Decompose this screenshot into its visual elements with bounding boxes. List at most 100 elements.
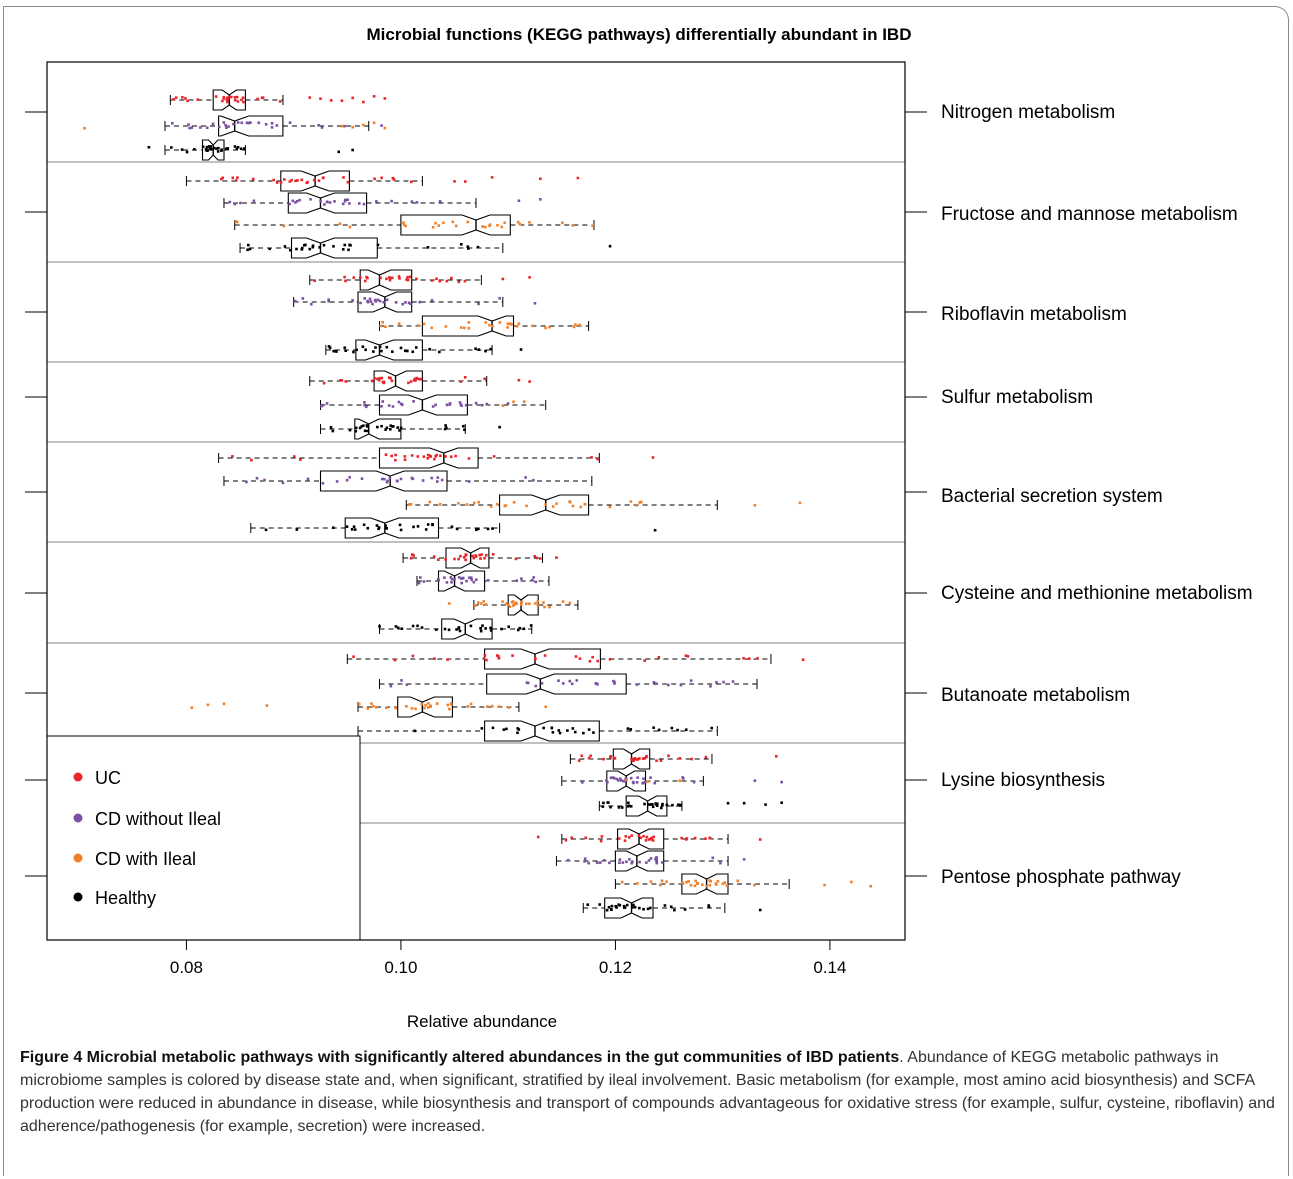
sample-point bbox=[407, 301, 411, 305]
sample-point bbox=[645, 861, 648, 864]
sample-point bbox=[403, 349, 407, 353]
sample-point bbox=[338, 222, 342, 225]
sample-point bbox=[208, 146, 212, 150]
sample-point bbox=[232, 122, 235, 126]
sample-point bbox=[348, 243, 351, 247]
sample-point bbox=[708, 883, 712, 887]
sample-point bbox=[464, 403, 468, 407]
sample-point bbox=[340, 124, 344, 128]
sample-point bbox=[222, 702, 226, 706]
box-cd-with-ileal bbox=[507, 594, 539, 616]
sample-point bbox=[388, 278, 392, 282]
sample-point bbox=[620, 806, 624, 809]
sample-point bbox=[736, 879, 740, 883]
sample-point bbox=[217, 125, 221, 129]
sample-point bbox=[539, 177, 542, 181]
sample-point bbox=[557, 679, 560, 682]
sample-point bbox=[204, 147, 208, 151]
sample-point bbox=[598, 903, 601, 906]
sample-point bbox=[535, 556, 539, 560]
sample-point bbox=[288, 202, 291, 206]
sample-point bbox=[410, 454, 414, 457]
sample-point bbox=[327, 299, 331, 303]
sample-point bbox=[351, 148, 354, 152]
sample-point bbox=[442, 221, 445, 225]
sample-point bbox=[339, 379, 342, 382]
sample-point bbox=[621, 861, 625, 864]
sample-point bbox=[380, 404, 383, 408]
sample-point bbox=[363, 429, 367, 433]
sample-point bbox=[638, 906, 641, 910]
sample-point bbox=[409, 556, 413, 560]
sample-point bbox=[798, 501, 802, 505]
sample-point bbox=[455, 628, 458, 631]
sample-point bbox=[400, 627, 404, 630]
sample-point bbox=[460, 577, 463, 580]
sample-point bbox=[83, 126, 86, 130]
sample-point bbox=[671, 803, 674, 807]
sample-point bbox=[618, 903, 622, 907]
sample-point bbox=[480, 403, 484, 407]
sample-point bbox=[375, 200, 378, 203]
sample-point bbox=[542, 601, 545, 604]
sample-point bbox=[551, 731, 555, 734]
box-cd-without-ileal bbox=[378, 394, 468, 416]
box-cd-with-ileal bbox=[681, 873, 729, 895]
sample-point bbox=[667, 754, 670, 758]
box-cd-with-ileal bbox=[499, 494, 590, 516]
sample-point bbox=[622, 779, 626, 783]
sample-point bbox=[309, 198, 312, 201]
sample-point bbox=[428, 347, 431, 351]
sample-point bbox=[501, 600, 504, 603]
sample-point bbox=[261, 96, 265, 100]
sample-point bbox=[468, 576, 471, 580]
sample-point bbox=[510, 323, 513, 326]
sample-point bbox=[654, 802, 657, 805]
sample-point bbox=[378, 299, 382, 303]
sample-point bbox=[394, 453, 397, 457]
sample-point bbox=[390, 379, 394, 383]
sample-point bbox=[460, 404, 463, 408]
sample-point bbox=[506, 322, 510, 326]
sample-point bbox=[548, 605, 551, 609]
sample-point bbox=[519, 348, 523, 351]
sample-point bbox=[608, 657, 612, 661]
sample-point bbox=[372, 95, 376, 98]
sample-point bbox=[410, 200, 414, 203]
sample-point bbox=[408, 275, 412, 279]
sample-point bbox=[430, 279, 434, 282]
sample-point bbox=[206, 703, 210, 707]
sample-point bbox=[598, 861, 602, 864]
box-layer bbox=[83, 89, 872, 919]
sample-point bbox=[400, 679, 403, 682]
sample-point bbox=[507, 625, 511, 629]
sample-point bbox=[426, 246, 430, 249]
box-cd-without-ileal bbox=[486, 673, 627, 695]
sample-point bbox=[412, 554, 415, 557]
sample-point bbox=[655, 802, 659, 806]
sample-point bbox=[608, 861, 611, 865]
sample-point bbox=[295, 199, 299, 203]
sample-point bbox=[206, 148, 209, 152]
sample-point bbox=[475, 528, 478, 532]
sample-point bbox=[391, 425, 395, 428]
sample-point bbox=[226, 147, 230, 150]
sample-point bbox=[581, 781, 584, 784]
sample-point bbox=[477, 302, 480, 306]
sample-point bbox=[515, 579, 519, 583]
sample-point bbox=[514, 557, 518, 561]
sample-point bbox=[431, 405, 435, 408]
sample-point bbox=[635, 503, 638, 507]
sample-point bbox=[416, 525, 420, 528]
sample-point bbox=[382, 300, 385, 304]
sample-point bbox=[418, 377, 422, 381]
sample-point bbox=[501, 404, 505, 407]
sample-point bbox=[534, 684, 538, 688]
legend-marker-uc bbox=[73, 772, 83, 782]
sample-point bbox=[587, 728, 591, 731]
sample-point bbox=[612, 776, 616, 780]
sample-point bbox=[655, 861, 659, 865]
sample-point bbox=[376, 243, 380, 247]
sample-point bbox=[337, 150, 341, 154]
sample-point bbox=[483, 654, 487, 657]
